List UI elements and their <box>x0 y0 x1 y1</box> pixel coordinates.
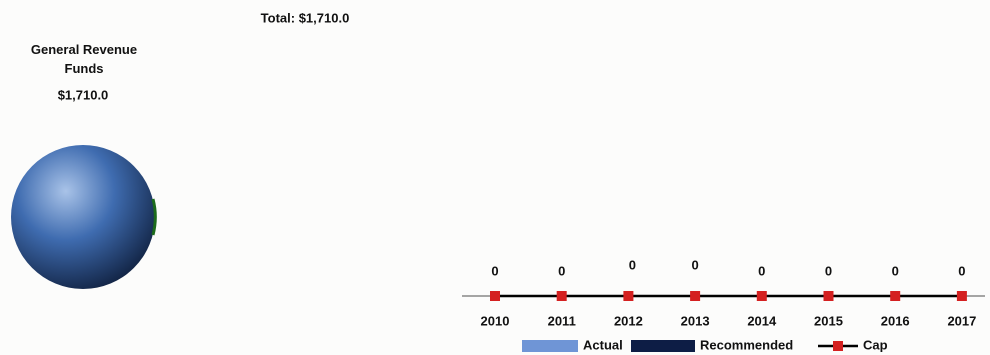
x-tick-label: 2015 <box>814 313 843 328</box>
x-tick-label: 2010 <box>481 313 510 328</box>
legend-label: Recommended <box>700 337 793 352</box>
pie-slice <box>11 145 155 289</box>
x-tick-label: 2016 <box>881 313 910 328</box>
x-tick-label: 2017 <box>947 313 976 328</box>
x-tick-label: 2012 <box>614 313 643 328</box>
legend-swatch <box>631 340 695 352</box>
data-label: 0 <box>691 257 698 272</box>
data-label: 0 <box>491 263 498 278</box>
pie-total: Total: $1,710.0 <box>261 10 350 25</box>
data-label: 0 <box>629 257 636 272</box>
x-tick-label: 2014 <box>747 313 777 328</box>
cap-marker <box>956 291 967 301</box>
x-tick-label: 2013 <box>681 313 710 328</box>
pie-category-label: General Revenue Funds <box>30 42 138 76</box>
data-label: 0 <box>892 263 899 278</box>
x-tick-label: 2011 <box>548 313 576 328</box>
cap-marker <box>556 291 567 301</box>
data-label: 0 <box>958 263 965 278</box>
legend-label: Actual <box>583 337 623 352</box>
cap-marker <box>690 291 701 301</box>
legend-swatch <box>522 340 578 352</box>
cap-marker <box>823 291 834 301</box>
cap-marker <box>890 291 901 301</box>
cap-marker <box>623 291 634 301</box>
data-label: 0 <box>758 263 765 278</box>
data-label: 0 <box>558 263 565 278</box>
data-label: 0 <box>825 263 832 278</box>
cap-marker <box>490 291 500 301</box>
legend-label: Cap <box>863 337 888 352</box>
pie-value-label: $1,710.0 <box>58 87 109 102</box>
cap-marker <box>756 291 767 301</box>
legend-marker <box>833 341 843 351</box>
pie-edge <box>151 198 157 236</box>
